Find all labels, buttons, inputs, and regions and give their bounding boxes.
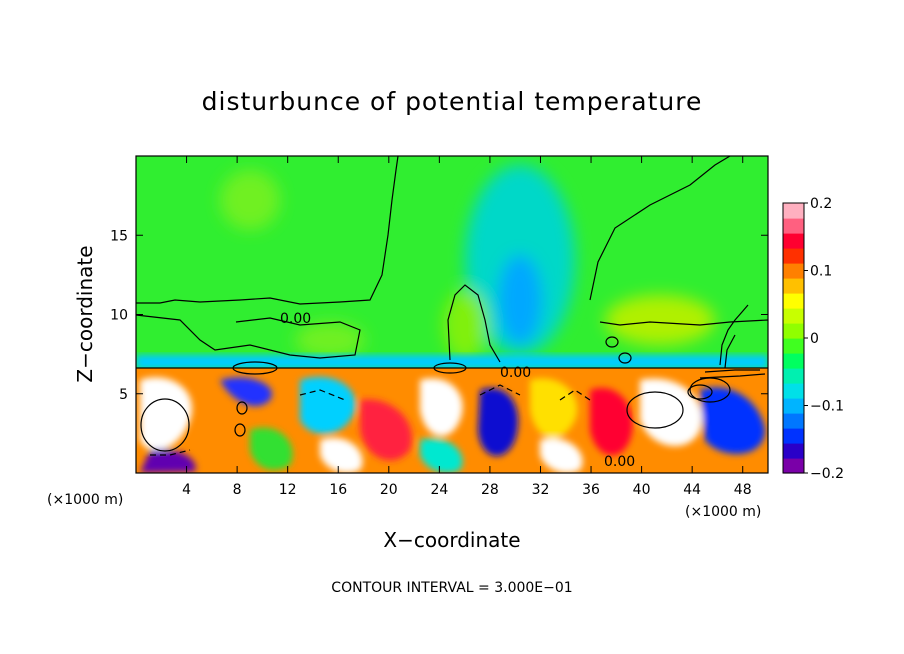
colorbar-ticks: 0.2 0.1 0 −0.1 −0.2 bbox=[804, 196, 844, 482]
y-axis: 5 10 15 bbox=[110, 228, 768, 403]
x-tick-label: 36 bbox=[582, 482, 600, 498]
colorbar-swatch bbox=[783, 428, 804, 444]
x-tick-label: 28 bbox=[481, 482, 499, 498]
zero-contour bbox=[136, 156, 399, 305]
turbulent-eddy bbox=[590, 388, 633, 456]
turbulent-eddy bbox=[478, 388, 519, 457]
turbulent-eddy bbox=[700, 387, 765, 454]
turbulent-eddy bbox=[420, 378, 463, 437]
warm-anomaly bbox=[605, 295, 715, 345]
turbulent-eddy bbox=[530, 378, 578, 439]
contour-ring bbox=[618, 352, 632, 364]
turbulent-eddy bbox=[540, 438, 583, 473]
contour-cluster bbox=[699, 304, 766, 379]
zero-contour bbox=[599, 319, 768, 326]
colorbar-swatch bbox=[783, 248, 804, 264]
contour-ring bbox=[140, 398, 190, 452]
x-unit-left: (×1000 m) bbox=[47, 492, 123, 508]
zero-contour bbox=[589, 156, 731, 301]
x-tick-label: 8 bbox=[233, 482, 242, 498]
colorbar-swatch bbox=[783, 458, 804, 474]
x-tick-label: 12 bbox=[279, 482, 297, 498]
turbulent-eddy bbox=[250, 427, 293, 470]
colorbar-swatch bbox=[783, 353, 804, 369]
colorbar-swatch bbox=[783, 263, 804, 279]
contour-ring bbox=[232, 361, 278, 375]
contour-ring bbox=[234, 423, 246, 437]
colorbar-swatch bbox=[783, 383, 804, 399]
zero-contour bbox=[447, 284, 501, 363]
turbulent-eddy bbox=[320, 437, 363, 473]
contour-ring bbox=[236, 401, 248, 415]
colorbar-swatch bbox=[783, 293, 804, 309]
x-tick-label: 16 bbox=[329, 482, 347, 498]
x-tick-label: 4 bbox=[182, 482, 191, 498]
colorbar-swatch bbox=[783, 218, 804, 234]
colorbar-swatch bbox=[783, 308, 804, 324]
turbulent-eddy bbox=[220, 377, 272, 407]
zero-contour bbox=[136, 314, 361, 359]
colorbar-swatch bbox=[783, 233, 804, 249]
colorbar-swatch bbox=[783, 443, 804, 459]
y-tick-label: 5 bbox=[119, 387, 128, 403]
colorbar-swatch bbox=[783, 398, 804, 414]
contour-label: 0.00 bbox=[604, 454, 635, 470]
plot-field bbox=[136, 156, 768, 473]
x-unit-right: (×1000 m) bbox=[685, 504, 761, 520]
contour-ring bbox=[626, 391, 684, 429]
x-axis-label: X−coordinate bbox=[383, 528, 520, 552]
contour-label: 0.00 bbox=[280, 311, 311, 327]
turbulent-eddy bbox=[640, 378, 702, 447]
y-axis-label: Z−coordinate bbox=[73, 245, 97, 382]
colorbar-swatch bbox=[783, 278, 804, 294]
colorbar-swatch bbox=[783, 338, 804, 354]
colorbar-swatch bbox=[783, 413, 804, 429]
y-tick-label: 10 bbox=[110, 308, 128, 324]
turbulent-eddy bbox=[360, 399, 412, 461]
colorbar-swatch bbox=[783, 323, 804, 339]
x-tick-label: 48 bbox=[734, 482, 752, 498]
contour-ring bbox=[433, 362, 467, 374]
dashed-contour bbox=[150, 384, 591, 456]
chart-title: disturbunce of potential temperature bbox=[202, 87, 703, 116]
x-axis: 4 8 12 16 20 24 28 32 36 40 44 48 bbox=[182, 156, 752, 498]
contour-ring bbox=[687, 384, 713, 400]
boundary-band bbox=[136, 355, 768, 369]
turbulent-eddy bbox=[420, 438, 463, 473]
colorbar-tick-label: 0 bbox=[810, 331, 819, 347]
x-tick-label: 40 bbox=[633, 482, 651, 498]
warm-anomaly bbox=[443, 290, 487, 360]
x-tick-label: 32 bbox=[532, 482, 550, 498]
colorbar-swatch bbox=[783, 368, 804, 384]
cool-anomaly-core bbox=[498, 255, 542, 345]
x-tick-label: 44 bbox=[683, 482, 701, 498]
warm-anomaly bbox=[220, 170, 280, 230]
colorbar-tick-label: 0.2 bbox=[810, 196, 832, 212]
colorbar-tick-label: −0.1 bbox=[810, 399, 844, 415]
y-tick-label: 15 bbox=[110, 228, 128, 244]
contour-label: 0.00 bbox=[500, 365, 531, 381]
colorbar-swatch bbox=[783, 203, 804, 219]
turbulent-eddy bbox=[140, 377, 192, 451]
contour-ring bbox=[605, 336, 619, 348]
contour-interval-note: CONTOUR INTERVAL = 3.000E−01 bbox=[331, 580, 572, 596]
x-tick-label: 20 bbox=[380, 482, 398, 498]
colorbar-tick-label: 0.1 bbox=[810, 264, 832, 280]
colorbar-tick-label: −0.2 bbox=[810, 466, 844, 482]
contour-lines bbox=[136, 156, 768, 456]
x-tick-label: 24 bbox=[430, 482, 448, 498]
colorbar bbox=[783, 203, 804, 474]
warm-anomaly bbox=[295, 322, 365, 358]
